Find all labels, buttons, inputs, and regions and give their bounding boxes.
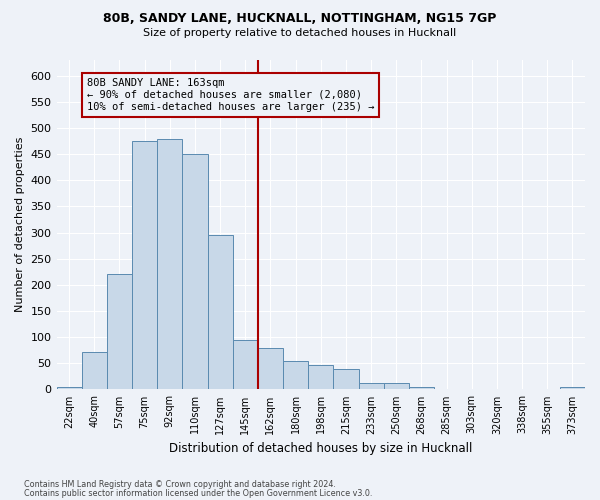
Bar [208,235,233,390]
Bar [56,387,82,390]
Bar [182,154,208,390]
Bar [157,140,182,390]
Bar [283,360,308,390]
Text: Size of property relative to detached houses in Hucknall: Size of property relative to detached ho… [143,28,457,38]
Bar [409,387,434,390]
Text: Contains public sector information licensed under the Open Government Licence v3: Contains public sector information licen… [24,488,373,498]
Bar [334,368,359,390]
Bar [308,365,334,390]
Y-axis label: Number of detached properties: Number of detached properties [15,137,25,312]
Text: Contains HM Land Registry data © Crown copyright and database right 2024.: Contains HM Land Registry data © Crown c… [24,480,336,489]
Text: 80B, SANDY LANE, HUCKNALL, NOTTINGHAM, NG15 7GP: 80B, SANDY LANE, HUCKNALL, NOTTINGHAM, N… [103,12,497,26]
Bar [107,274,132,390]
Bar [82,352,107,390]
Bar [258,348,283,390]
X-axis label: Distribution of detached houses by size in Hucknall: Distribution of detached houses by size … [169,442,472,455]
Bar [233,340,258,390]
Text: 80B SANDY LANE: 163sqm
← 90% of detached houses are smaller (2,080)
10% of semi-: 80B SANDY LANE: 163sqm ← 90% of detached… [87,78,374,112]
Bar [560,387,585,390]
Bar [132,141,157,390]
Bar [383,383,409,390]
Bar [359,382,383,390]
